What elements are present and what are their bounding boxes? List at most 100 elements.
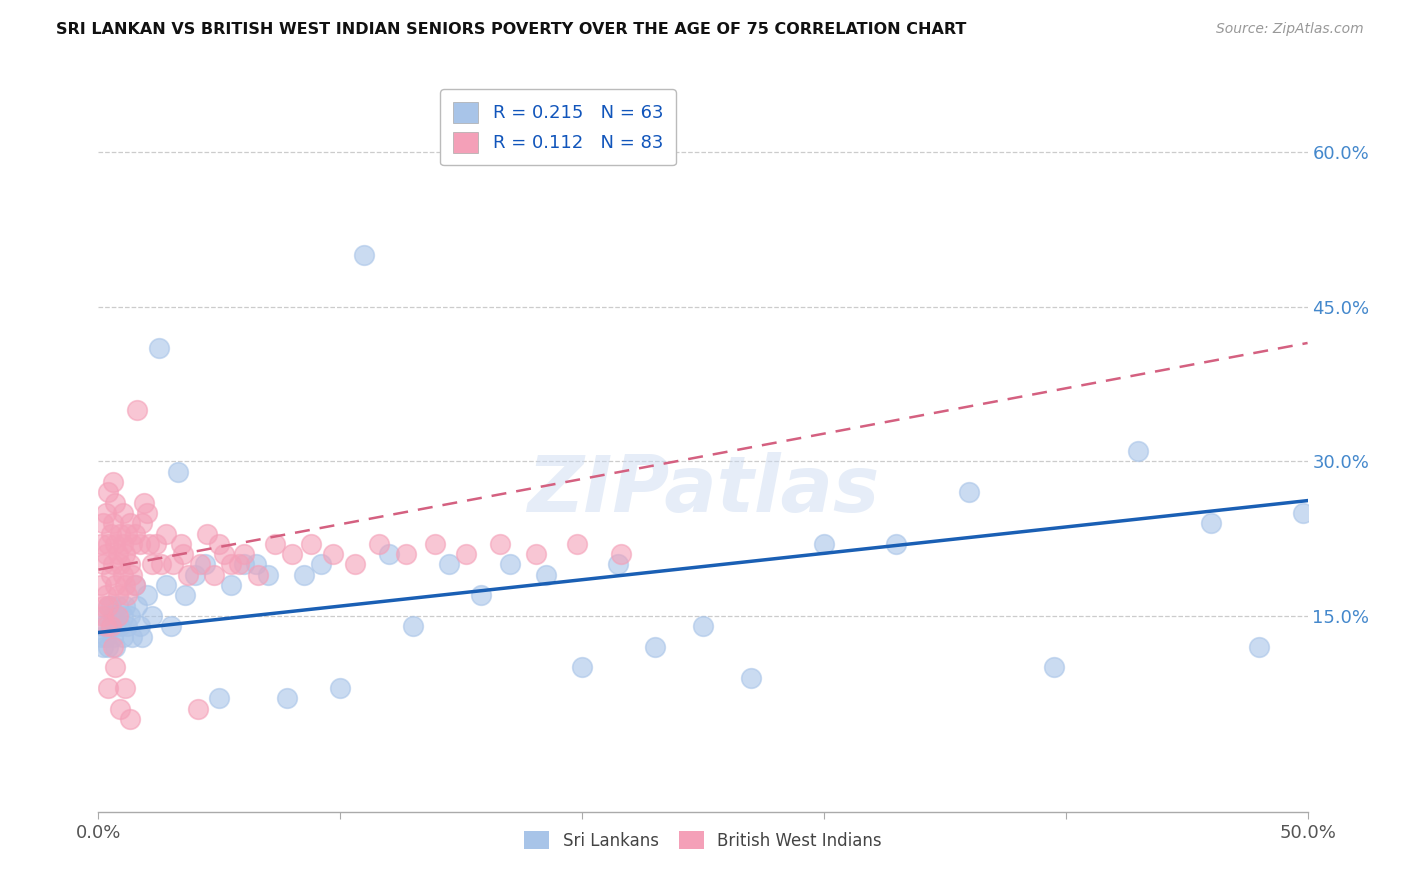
Point [610,547,633,561]
Point [108,702,131,716]
Point [498,558,520,572]
Point [1249,640,1271,654]
Point [104,537,127,551]
Point [127,599,149,613]
Point [104,660,127,674]
Point [534,567,557,582]
Point [94,588,117,602]
Point [187,702,209,716]
Point [309,558,332,572]
Point [100,567,122,582]
Point [256,567,278,582]
Point [886,537,908,551]
Point [169,537,191,551]
Point [124,578,146,592]
Point [118,712,141,726]
Point [212,547,235,561]
Point [117,619,139,633]
Point [104,578,127,592]
Point [94,609,117,624]
Point [184,567,207,582]
Point [368,537,391,551]
Point [107,609,129,624]
Point [108,619,131,633]
Point [957,485,980,500]
Point [1042,660,1064,674]
Point [121,630,143,644]
Point [1128,444,1150,458]
Point [94,506,117,520]
Point [128,537,150,551]
Point [111,630,134,644]
Point [1292,506,1315,520]
Point [127,403,149,417]
Point [232,547,254,561]
Point [94,547,117,561]
Point [100,619,122,633]
Point [177,567,200,582]
Point [644,640,666,654]
Point [107,588,129,602]
Point [111,506,134,520]
Point [423,537,446,551]
Point [131,630,153,644]
Point [90,630,112,644]
Point [194,558,217,572]
Point [353,248,375,262]
Point [322,547,344,561]
Point [101,630,124,644]
Point [108,526,131,541]
Point [101,558,124,572]
Point [114,681,136,695]
Point [118,516,141,531]
Point [104,640,127,654]
Point [264,537,287,551]
Point [148,341,170,355]
Point [124,578,146,592]
Point [121,537,143,551]
Point [97,485,120,500]
Point [90,537,112,551]
Point [437,558,460,572]
Point [107,547,129,561]
Point [195,526,218,541]
Point [118,609,141,624]
Point [108,558,131,572]
Point [97,681,120,695]
Point [104,496,127,510]
Point [118,558,141,572]
Point [135,506,157,520]
Point [91,619,114,633]
Point [97,599,120,613]
Point [111,609,134,624]
Point [100,599,122,613]
Point [91,609,114,624]
Point [1199,516,1222,531]
Point [117,526,139,541]
Point [111,567,134,582]
Point [117,588,139,602]
Point [91,640,114,654]
Point [114,599,136,613]
Point [101,609,124,624]
Point [104,619,127,633]
Point [188,558,211,572]
Point [162,558,184,572]
Point [91,599,114,613]
Point [208,537,231,551]
Point [101,640,124,654]
Point [124,526,146,541]
Point [91,516,114,531]
Point [221,578,243,592]
Point [121,567,143,582]
Point [114,578,136,592]
Point [97,640,120,654]
Point [740,671,762,685]
Point [813,537,835,551]
Point [402,619,425,633]
Point [101,475,124,489]
Point [174,588,197,602]
Point [571,660,593,674]
Point [101,516,124,531]
Point [160,619,183,633]
